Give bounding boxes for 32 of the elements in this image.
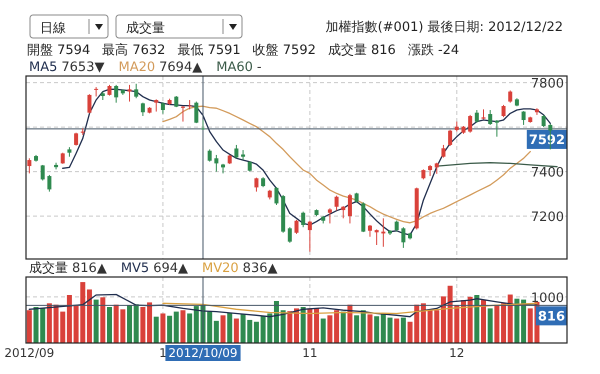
x-tick-label: 12	[449, 346, 464, 360]
ref-line-label: 7592	[528, 132, 565, 148]
y-tick-label: 7800	[530, 76, 564, 92]
text: 成交量 816	[328, 43, 396, 58]
text: 816▲	[72, 261, 107, 276]
text: 最高 7632	[102, 43, 166, 58]
text: MA20	[118, 60, 156, 75]
ref-line-label: 816	[538, 309, 565, 324]
text: MV20	[202, 261, 239, 276]
series-label: 成交量	[29, 260, 68, 276]
chart-title: 加權指數(#001) 最後日期: 2012/12/22	[326, 20, 563, 35]
series-label: MV5	[120, 261, 150, 276]
dropdown: 日線	[30, 14, 108, 38]
text: 漲跌 -24	[408, 43, 460, 58]
text: 收盤 7592	[252, 43, 316, 58]
text: 836▲	[242, 261, 278, 276]
text: 7653▼	[61, 60, 104, 75]
text: 最低 7591	[177, 43, 241, 58]
x-tick-label: 2012/09	[4, 346, 54, 360]
text: MA5	[29, 60, 58, 75]
x-tick-label: 11	[302, 346, 318, 360]
x-tick-label: 1	[159, 346, 167, 360]
y-tick-label: 7400	[530, 166, 564, 181]
text: 694▲	[153, 261, 188, 276]
y-tick-label: 7200	[530, 210, 564, 226]
dropdown: 成交量	[116, 14, 242, 38]
text: MA60	[216, 60, 253, 75]
x-tick-label: 2012/10/09	[168, 346, 238, 360]
y-tick-label: 1000	[530, 290, 564, 306]
text: 開盤 7594	[27, 43, 90, 58]
text: -	[256, 60, 262, 75]
text: 7694▲	[159, 60, 202, 75]
